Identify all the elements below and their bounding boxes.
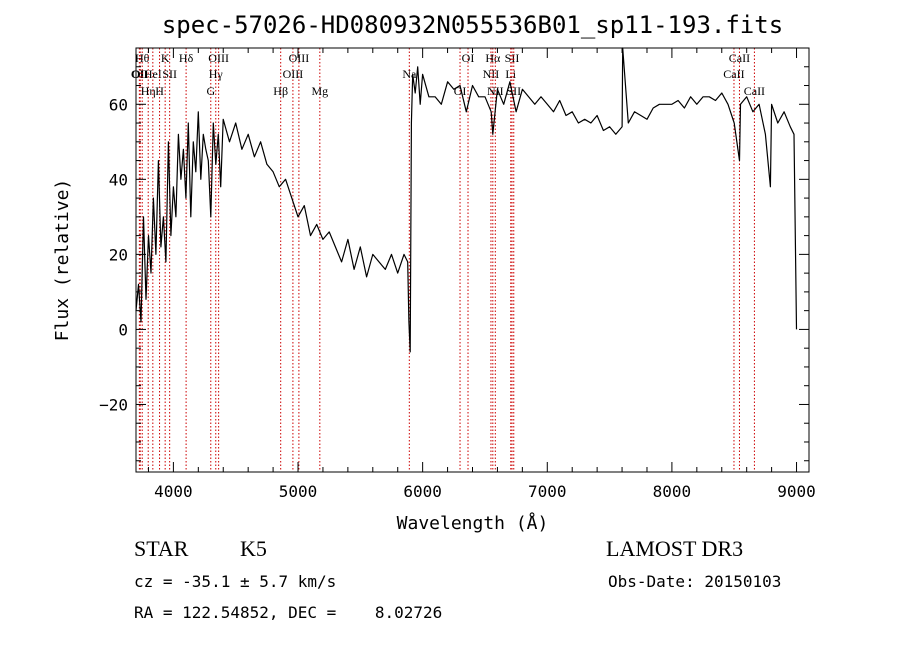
- y-tick-label: 40: [109, 170, 128, 189]
- line-marker-label: OII: [131, 67, 148, 81]
- x-tick-label: 4000: [154, 482, 193, 501]
- line-marker-label: Li: [505, 67, 516, 81]
- spectrum-line: [135, 47, 798, 353]
- line-marker-label: OIII: [208, 51, 229, 65]
- radial-velocity: cz = -35.1 ± 5.7 km/s: [134, 572, 337, 591]
- y-axis-label: Flux (relative): [52, 179, 73, 342]
- x-tick-label: 9000: [777, 482, 816, 501]
- y-tick-label: 60: [109, 95, 128, 114]
- line-marker-label: CaII: [744, 84, 765, 98]
- line-marker-label: SII: [162, 67, 177, 81]
- line-marker-label: HeI: [144, 67, 162, 81]
- line-marker-label: G: [206, 84, 215, 98]
- y-tick-label: −20: [99, 395, 128, 414]
- survey-name: LAMOST DR3: [606, 536, 744, 561]
- line-marker-label: H: [155, 84, 164, 98]
- line-marker-label: Hθ: [135, 51, 150, 65]
- line-marker-label: NII: [487, 84, 504, 98]
- object-subclass: K5: [240, 536, 267, 561]
- line-marker-label: CaII: [723, 67, 744, 81]
- y-tick-label: 20: [109, 245, 128, 264]
- observation-date: Obs-Date: 20150103: [608, 572, 782, 591]
- x-tick-label: 6000: [403, 482, 442, 501]
- line-marker-label: Hα: [485, 51, 501, 65]
- plot-frame: [135, 47, 810, 473]
- sky-coordinates: RA = 122.54852, DEC = 8.02726: [134, 603, 443, 622]
- line-marker-label: OIII: [289, 51, 310, 65]
- chart-title: spec-57026-HD080932N055536B01_sp11-193.f…: [162, 11, 783, 39]
- line-marker-label: CaII: [729, 51, 750, 65]
- line-marker-label: SII: [506, 84, 521, 98]
- line-marker-label: NII: [483, 67, 500, 81]
- line-marker-label: Na: [402, 67, 417, 81]
- line-marker-label: OIII: [283, 67, 304, 81]
- x-tick-label: 8000: [653, 482, 692, 501]
- line-marker-label: SII: [505, 51, 520, 65]
- line-marker-label: OI: [462, 51, 475, 65]
- y-tick-label: 0: [118, 320, 128, 339]
- line-marker-label: Mg: [311, 84, 328, 98]
- line-marker-label: Hδ: [179, 51, 194, 65]
- line-marker-label: Hγ: [209, 67, 224, 81]
- x-tick-label: 5000: [279, 482, 318, 501]
- line-marker-label: Hβ: [273, 84, 288, 98]
- x-axis-label: Wavelength (Å): [397, 512, 549, 534]
- line-marker-label: K: [161, 51, 170, 65]
- x-tick-label: 7000: [528, 482, 567, 501]
- object-class: STAR: [134, 536, 189, 561]
- line-marker-label: Hη: [141, 84, 156, 98]
